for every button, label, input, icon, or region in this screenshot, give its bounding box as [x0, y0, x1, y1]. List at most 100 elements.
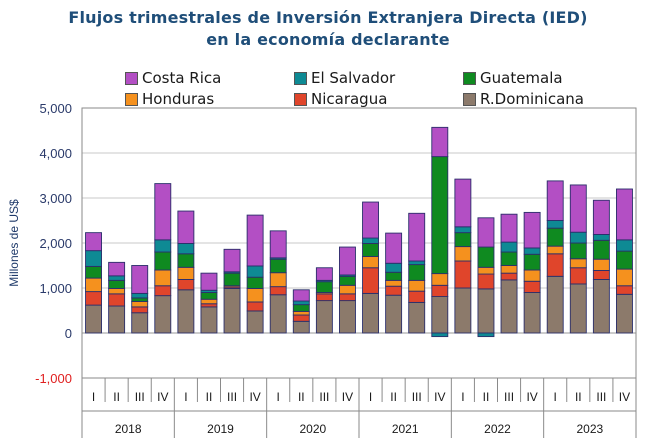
bar-segment [246, 214, 264, 267]
bar-segment [362, 256, 379, 269]
x-tick-label: II [298, 390, 305, 404]
bar-segment [477, 217, 495, 248]
bar-segment [431, 273, 449, 286]
bar-segment [500, 265, 518, 274]
bar-segment [385, 232, 403, 264]
bar-segment [569, 258, 587, 269]
year-label: 2019 [207, 422, 234, 436]
bar-segment [385, 294, 403, 334]
bar-segment [108, 275, 126, 281]
x-tick-label: IV [619, 390, 630, 404]
year-label: 2021 [392, 422, 419, 436]
bar-segment [131, 312, 149, 334]
bar-segment [569, 267, 587, 285]
bar-segment [269, 286, 287, 296]
bar-segment [108, 261, 126, 277]
bar-segment [108, 293, 126, 307]
bar-segment [85, 232, 102, 252]
y-tick-label: 5,000 [39, 101, 72, 116]
bar-segment [431, 126, 449, 158]
bar-segment [500, 251, 518, 266]
bar-segment [85, 250, 102, 267]
bar-segment [592, 258, 610, 271]
bar-segment [108, 305, 126, 334]
bar-segment [292, 320, 310, 334]
x-tick-label: III [135, 390, 145, 404]
x-tick-label: II [113, 390, 120, 404]
bar-segment [385, 285, 403, 296]
bar-segment [154, 285, 172, 297]
bar-segment [177, 210, 195, 244]
bar-segment [177, 279, 195, 291]
bar-segment [546, 275, 564, 334]
bar-segment [292, 300, 310, 306]
bar-segment [408, 260, 426, 266]
bar-segment [431, 332, 449, 338]
bar-segment [246, 310, 264, 334]
bar-segment [431, 296, 449, 334]
bar-segment [592, 239, 610, 260]
bar-segment [362, 292, 379, 334]
x-tick-label: II [390, 390, 397, 404]
y-tick-label: 1,000 [39, 281, 72, 296]
x-tick-label: IV [157, 390, 168, 404]
bar-segment [408, 290, 426, 303]
bar-segment [477, 273, 495, 290]
chart-title: Flujos trimestrales de Inversión Extranj… [68, 8, 588, 27]
x-tick-label: IV [434, 390, 445, 404]
bar-segment [477, 288, 495, 334]
x-tick-label: I [277, 390, 280, 404]
bar-segment [131, 292, 149, 299]
bar-segment [154, 269, 172, 287]
x-tick-label: I [369, 390, 372, 404]
bar-segment [523, 253, 541, 271]
bar-segment [246, 276, 264, 289]
bar-segment [616, 285, 633, 295]
year-label: 2023 [576, 422, 603, 436]
x-tick-label: I [92, 390, 95, 404]
bar-segment [177, 289, 195, 334]
bar-segment [454, 232, 472, 248]
bar-segment [500, 279, 518, 334]
bar-segment [339, 284, 356, 295]
bar-segment [154, 239, 172, 253]
bar-segment [523, 280, 541, 293]
chart-subtitle: en la economía declarante [206, 30, 450, 49]
bar-segment [315, 281, 333, 293]
bar-segment [477, 332, 495, 338]
x-tick-label: I [554, 390, 557, 404]
bar-segment [569, 184, 587, 233]
bar-segment [223, 272, 241, 287]
bar-segment [246, 265, 264, 278]
bar-segment [85, 265, 102, 279]
bar-segment [408, 264, 426, 281]
legend-label: Guatemala [480, 69, 563, 87]
legend-swatch [125, 72, 138, 85]
bar-segment [200, 272, 218, 291]
bar-segment [339, 275, 356, 286]
bar-segment [200, 306, 218, 334]
bar-segment [454, 260, 472, 289]
bar-segment [546, 253, 564, 277]
bar-segment [408, 301, 426, 334]
bar-segment [477, 266, 495, 275]
bar-segment [200, 292, 218, 300]
bar-segment [177, 253, 195, 268]
bar-segment [569, 231, 587, 244]
bar-segment [592, 199, 610, 235]
bar-segment [85, 277, 102, 293]
x-tick-label: II [206, 390, 213, 404]
legend-swatch [294, 93, 307, 106]
axis-labels: -1,000 0 1,000 2,000 3,000 4,000 5,000 Millones… [7, 101, 630, 436]
y-tick-label: 3,000 [39, 191, 72, 206]
bar-segment [385, 271, 403, 281]
bar-segment [315, 267, 333, 281]
x-tick-label: II [483, 390, 490, 404]
x-tick-label: I [461, 390, 464, 404]
bar-segment [269, 272, 287, 288]
bar-segment [569, 242, 587, 260]
bar-segment [154, 251, 172, 271]
bar-segment [177, 266, 195, 280]
bar-segment [454, 178, 472, 228]
